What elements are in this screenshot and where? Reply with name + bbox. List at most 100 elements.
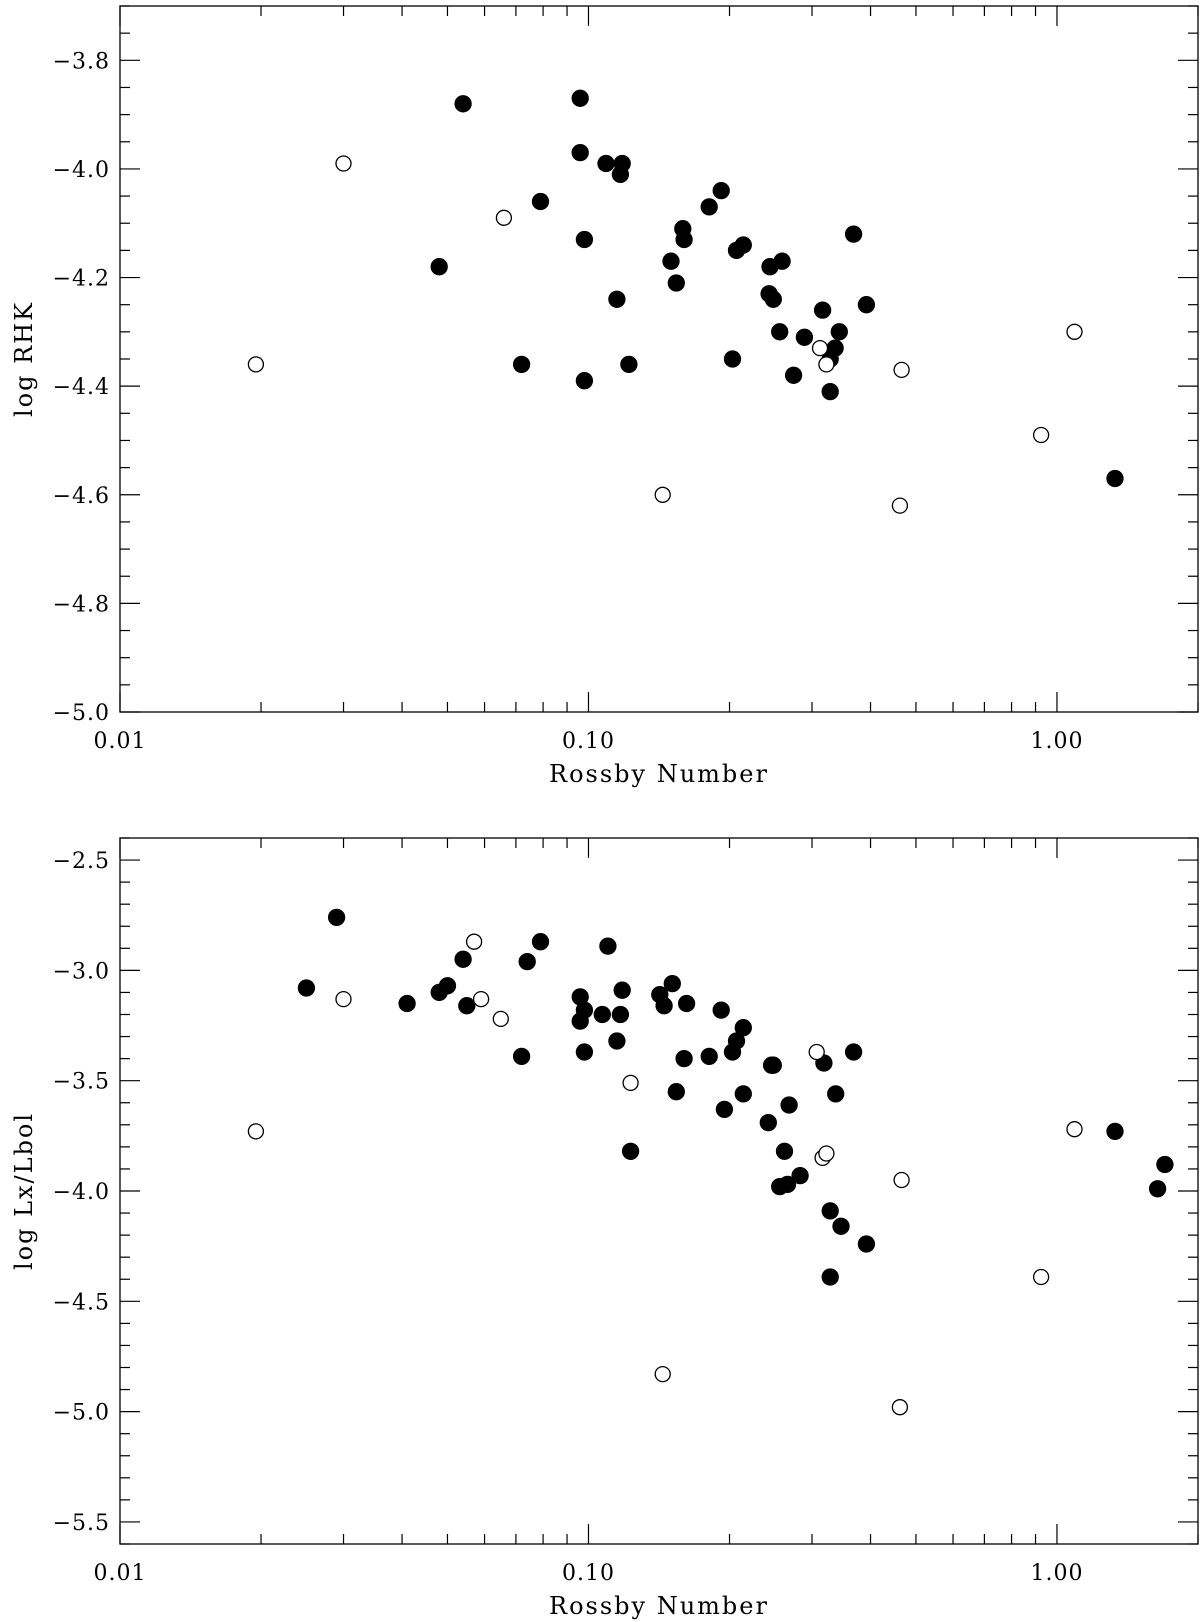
filled-point xyxy=(454,95,472,113)
filled-point xyxy=(512,355,531,374)
filled-point xyxy=(844,225,863,243)
filled-point xyxy=(677,994,696,1013)
filled-point xyxy=(458,997,476,1015)
filled-point xyxy=(780,1096,798,1114)
open-point xyxy=(1032,1268,1050,1286)
open-point xyxy=(622,1074,639,1092)
filled-point xyxy=(599,937,617,955)
y-tick-label: −4.0 xyxy=(53,1180,110,1205)
open-point xyxy=(893,361,910,379)
filled-point xyxy=(575,1043,594,1061)
filled-point xyxy=(608,1032,626,1050)
filled-point xyxy=(771,323,789,341)
y-tick-label: −4.8 xyxy=(53,592,110,617)
open-point xyxy=(891,497,909,514)
y-tick-label: −5.5 xyxy=(53,1511,110,1536)
x-tick-label: 0.01 xyxy=(94,729,147,754)
filled-point xyxy=(821,1202,839,1220)
filled-point xyxy=(791,1166,809,1185)
filled-point xyxy=(1148,1180,1167,1198)
filled-point xyxy=(531,933,550,951)
filled-point xyxy=(655,997,673,1015)
open-point xyxy=(472,990,490,1008)
filled-point xyxy=(454,950,472,968)
open-point xyxy=(654,486,671,503)
open-point xyxy=(818,356,835,373)
y-tick-label: −4.2 xyxy=(53,267,110,292)
x-axis-label: Rossby Number xyxy=(549,760,769,788)
open-point xyxy=(247,356,265,373)
open-point xyxy=(811,339,829,357)
filled-point xyxy=(759,1113,777,1132)
open-point xyxy=(335,990,352,1008)
y-tick-label: −5.0 xyxy=(53,701,110,726)
open-point xyxy=(891,1399,909,1416)
panel-lx-lbol: 0.01 0.10 1.00 −2.5 −3.0 −3.5 −4.0 −4.5 −5.0 −5.5… xyxy=(10,837,1199,1620)
filled-point xyxy=(430,258,448,276)
filled-point xyxy=(700,198,718,216)
data-points xyxy=(247,89,1124,514)
filled-point xyxy=(613,981,631,999)
open-point xyxy=(1066,323,1083,340)
y-tick-label: −2.5 xyxy=(53,849,110,874)
y-tick-label: −4.4 xyxy=(53,375,110,400)
axis-ticks xyxy=(119,5,1199,713)
filled-point xyxy=(830,323,848,341)
filled-point xyxy=(764,290,782,308)
filled-point xyxy=(593,1005,611,1024)
filled-point xyxy=(575,372,594,390)
x-tick-label: 1.00 xyxy=(1030,1561,1083,1586)
filled-point xyxy=(620,355,638,374)
x-tick-label: 1.00 xyxy=(1030,729,1083,754)
y-axis-label: log Lx/Lbol xyxy=(10,1112,38,1270)
filled-point xyxy=(662,252,680,270)
filled-point xyxy=(775,1142,794,1160)
data-points xyxy=(247,908,1174,1416)
filled-point xyxy=(813,301,832,319)
filled-point xyxy=(827,1085,845,1103)
filled-point xyxy=(597,154,615,173)
filled-point xyxy=(667,1083,685,1101)
filled-point xyxy=(398,994,416,1013)
open-point xyxy=(654,1365,671,1383)
filled-point xyxy=(575,230,594,249)
plot-frame xyxy=(119,5,1199,713)
filled-point xyxy=(663,974,681,993)
filled-point xyxy=(821,382,839,401)
axis-ticks xyxy=(119,837,1199,1545)
filled-point xyxy=(857,1235,876,1253)
filled-point xyxy=(784,366,803,384)
y-tick-label: −3.5 xyxy=(53,1070,110,1095)
tick-labels: 0.01 0.10 1.00 −2.5 −3.0 −3.5 −4.0 −4.5 −5.0 −5.5 xyxy=(53,849,1083,1586)
y-tick-label: −5.0 xyxy=(53,1401,110,1426)
filled-point xyxy=(821,1268,839,1286)
tick-labels: 0.01 0.10 1.00 −3.8 −4.0 −4.2 −4.4 −4.6 −4.8 −5.0 xyxy=(53,49,1083,754)
filled-point xyxy=(675,230,693,249)
filled-point xyxy=(611,165,630,184)
filled-point xyxy=(778,1175,797,1194)
filled-point xyxy=(712,1001,730,1019)
y-tick-label: −4.6 xyxy=(53,484,110,509)
open-point xyxy=(818,1145,835,1162)
filled-point xyxy=(611,1005,630,1024)
filled-point xyxy=(675,1049,693,1068)
open-point xyxy=(465,933,483,950)
filled-point xyxy=(575,1001,594,1019)
filled-point xyxy=(571,143,589,162)
filled-point xyxy=(1106,1122,1124,1141)
filled-point xyxy=(795,328,814,346)
open-point xyxy=(1066,1121,1083,1138)
open-point xyxy=(335,155,352,172)
filled-point xyxy=(712,181,730,200)
filled-point xyxy=(297,979,316,997)
x-tick-label: 0.10 xyxy=(562,729,615,754)
filled-point xyxy=(327,908,346,927)
filled-point xyxy=(734,1085,752,1103)
y-tick-label: −4.5 xyxy=(53,1290,110,1315)
x-tick-label: 0.10 xyxy=(562,1561,615,1586)
filled-point xyxy=(727,241,746,260)
open-point xyxy=(893,1171,910,1189)
filled-point xyxy=(761,258,779,276)
filled-point xyxy=(844,1043,863,1061)
plot-frame xyxy=(119,837,1199,1545)
